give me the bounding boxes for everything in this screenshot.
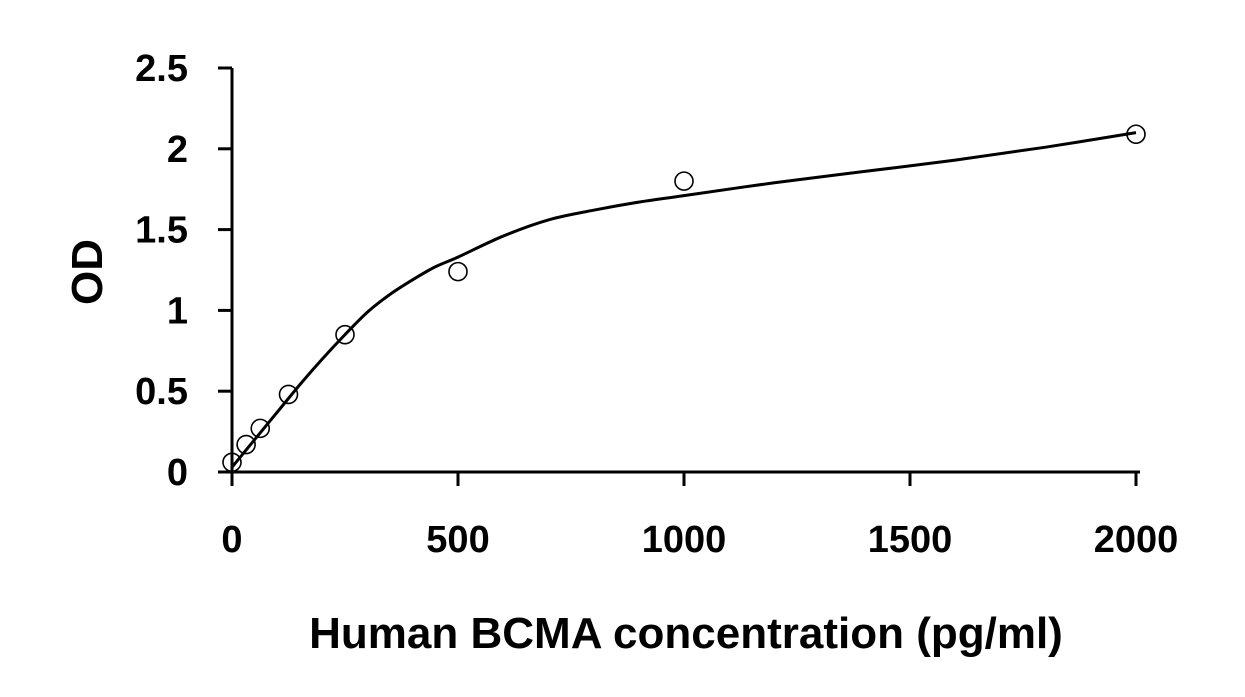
x-tick-label: 2000 (1094, 519, 1179, 561)
y-tick-label: 0 (167, 452, 188, 494)
data-point (278, 384, 299, 405)
y-tick-label: 1.5 (135, 210, 188, 252)
y-axis-title: OD (63, 239, 112, 305)
tick-labels: 0 0.5 1 1.5 2 2.5 0 500 1000 1500 2000 (135, 48, 1178, 561)
x-tick-label: 500 (426, 519, 489, 561)
fit-curve-layer (230, 131, 1137, 469)
y-tick-label: 1 (167, 290, 188, 332)
x-tick-label: 1000 (642, 519, 727, 561)
x-tick-label: 0 (221, 519, 242, 561)
y-tick-label: 2 (167, 129, 188, 171)
data-point (1126, 124, 1146, 145)
axes (218, 66, 1140, 486)
data-point (674, 171, 694, 191)
data-point (448, 261, 468, 282)
data-points (222, 124, 1146, 473)
x-axis-title: Human BCMA concentration (pg/ml) (309, 609, 1063, 658)
y-tick-label: 2.5 (135, 48, 188, 90)
x-tick-label: 1500 (868, 519, 953, 561)
data-point (250, 418, 271, 439)
y-tick-label: 0.5 (135, 371, 188, 413)
data-point (236, 434, 256, 455)
data-point (222, 452, 242, 473)
data-point (335, 324, 355, 345)
fit-curve (230, 131, 1137, 469)
